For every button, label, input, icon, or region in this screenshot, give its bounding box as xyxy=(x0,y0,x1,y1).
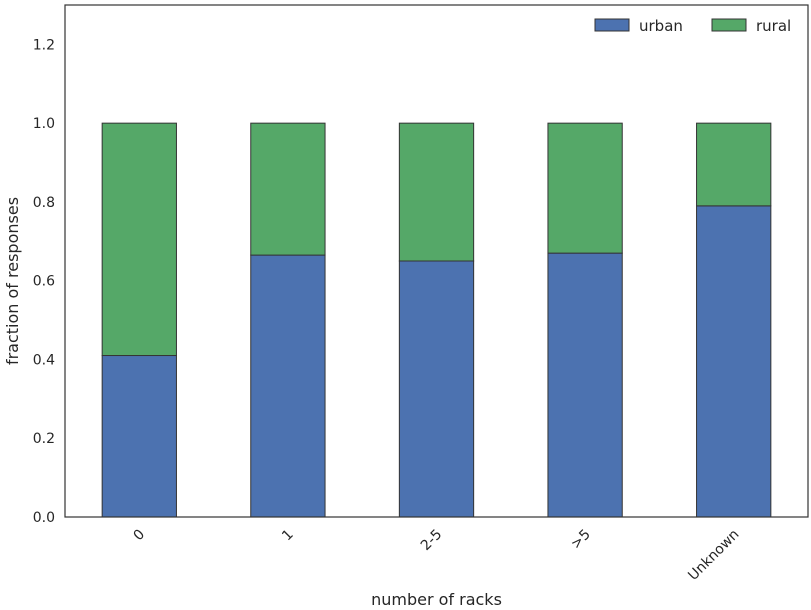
legend-label-urban: urban xyxy=(639,17,683,35)
y-tick-label: 0.0 xyxy=(33,510,55,526)
legend-swatch-urban xyxy=(594,18,630,32)
y-tick-label: 1.0 xyxy=(33,116,55,132)
x-tick-label: 1 xyxy=(279,527,297,545)
y-axis-ticks: 0.0 0.2 0.4 0.6 0.8 1.0 1.2 xyxy=(33,37,55,526)
x-tick-label: Unknown xyxy=(685,527,742,584)
y-axis-label: fraction of responses xyxy=(3,197,22,365)
plot-frame xyxy=(64,4,809,518)
bar-rural-3 xyxy=(547,122,623,254)
bar-urban-1 xyxy=(250,254,326,518)
y-tick-label: 0.6 xyxy=(33,274,55,290)
y-tick-label: 0.8 xyxy=(33,195,55,211)
bars-layer xyxy=(101,122,772,518)
y-tick-label: 0.4 xyxy=(33,352,55,368)
x-tick-label: >5 xyxy=(568,527,594,553)
legend-label-rural: rural xyxy=(756,17,791,35)
bar-rural-4 xyxy=(696,122,772,207)
x-axis-label: number of racks xyxy=(371,590,502,609)
bar-rural-2 xyxy=(398,122,475,262)
bar-urban-3 xyxy=(547,252,623,518)
bar-urban-4 xyxy=(696,205,772,518)
bar-rural-0 xyxy=(101,122,177,357)
y-tick-label: 1.2 xyxy=(33,37,55,53)
legend: urban rural xyxy=(594,17,791,35)
x-tick-label: 0 xyxy=(131,527,149,545)
y-tick-label: 0.2 xyxy=(33,431,55,447)
legend-swatch-rural xyxy=(711,18,747,32)
x-axis-ticks: 0 1 2-5 >5 Unknown xyxy=(131,527,743,584)
bar-rural-1 xyxy=(250,122,326,256)
bar-urban-2 xyxy=(398,260,475,518)
bar-urban-0 xyxy=(101,355,177,518)
x-tick-label: 2-5 xyxy=(418,527,445,554)
